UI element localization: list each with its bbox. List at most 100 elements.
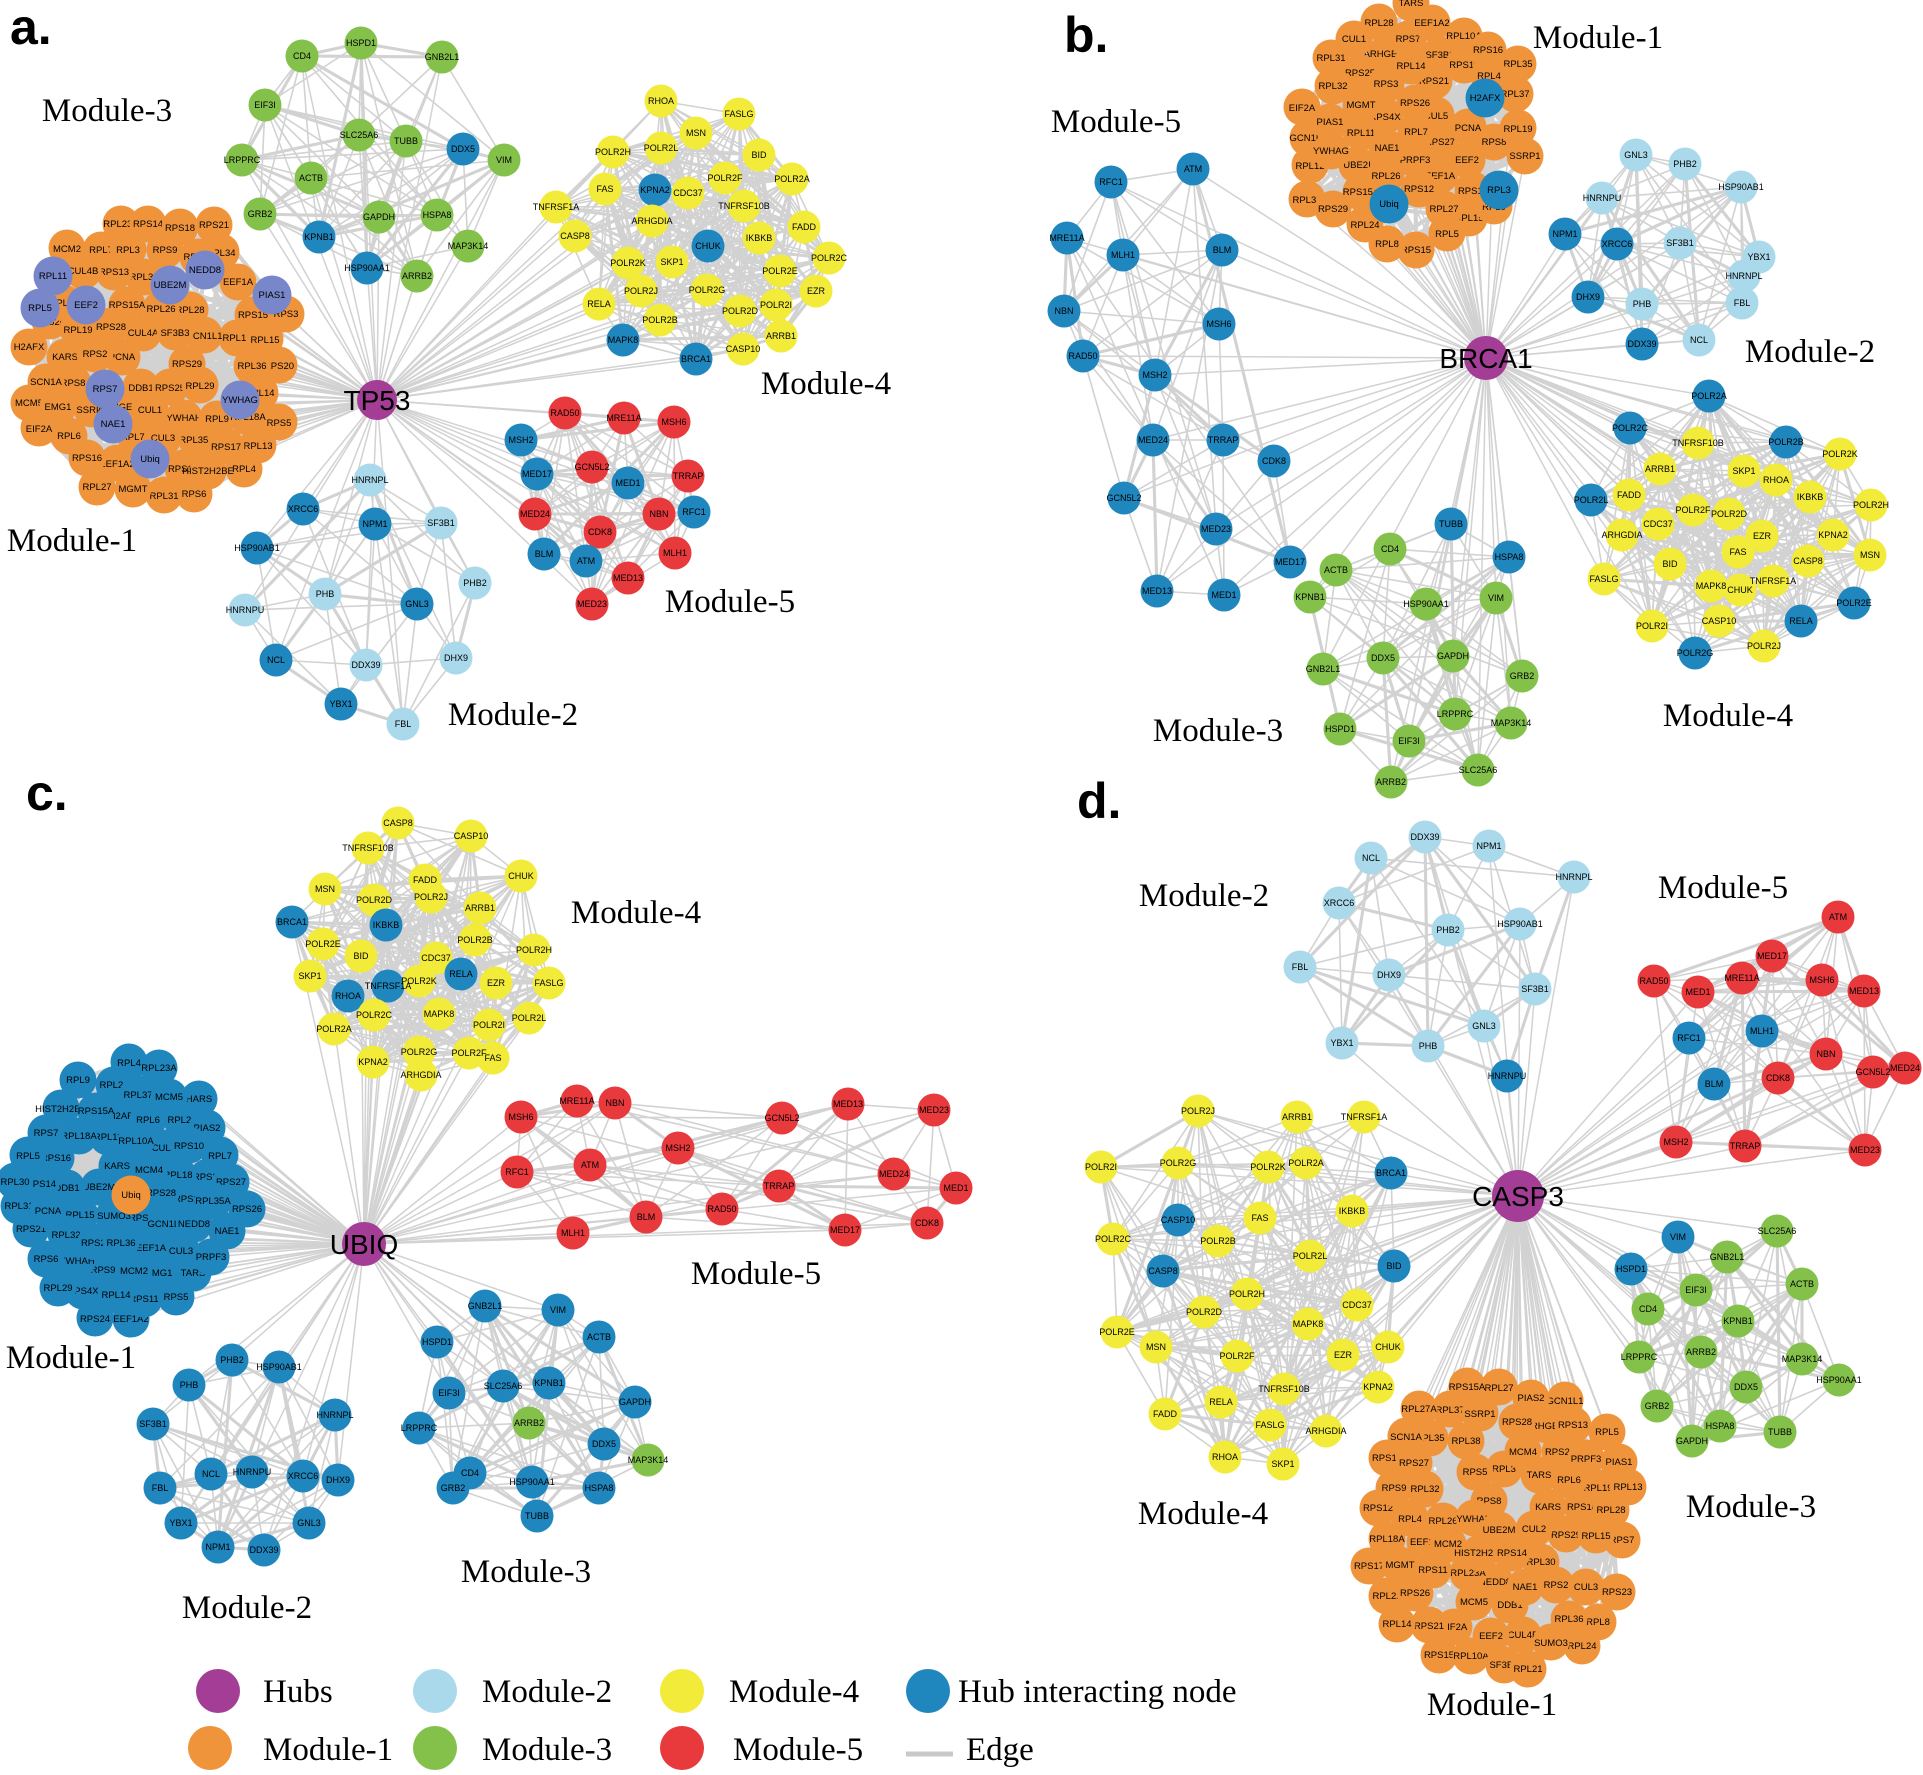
svg-text:HSPA8: HSPA8: [1706, 1421, 1735, 1431]
svg-text:RPS21: RPS21: [16, 1224, 46, 1235]
svg-text:NEDD8: NEDD8: [189, 265, 221, 276]
svg-text:GNB2L1: GNB2L1: [1710, 1252, 1745, 1262]
svg-text:RPL30: RPL30: [49, 298, 78, 309]
svg-text:HNRNPL: HNRNPL: [1555, 872, 1592, 882]
svg-text:RELA: RELA: [587, 299, 611, 309]
svg-text:ARRB2: ARRB2: [1686, 1347, 1716, 1357]
svg-text:RPS16: RPS16: [72, 453, 102, 464]
svg-text:POLR2L: POLR2L: [1293, 1251, 1328, 1261]
svg-text:SSRP1: SSRP1: [1464, 1409, 1495, 1420]
svg-text:LRPPRC: LRPPRC: [224, 155, 261, 165]
svg-text:NAE1: NAE1: [215, 1226, 240, 1237]
svg-text:RPL13: RPL13: [1613, 1482, 1642, 1493]
svg-text:d.: d.: [1077, 773, 1121, 829]
svg-text:CUL4A: CUL4A: [152, 1143, 183, 1154]
svg-text:MCM2: MCM2: [1434, 1539, 1462, 1550]
svg-text:RPL36: RPL36: [1554, 1614, 1583, 1625]
svg-text:Ubiq: Ubiq: [121, 1190, 141, 1201]
svg-text:PCNA: PCNA: [35, 1206, 62, 1217]
svg-text:PCNA: PCNA: [1455, 123, 1482, 134]
svg-text:RFC1: RFC1: [505, 1167, 529, 1177]
svg-text:RPL28: RPL28: [175, 305, 204, 316]
svg-text:POLR2K: POLR2K: [610, 258, 646, 268]
svg-text:RHOA: RHOA: [1763, 475, 1789, 485]
svg-text:POLR2A: POLR2A: [774, 174, 810, 184]
svg-text:POLR2G: POLR2G: [1677, 648, 1714, 658]
svg-text:Module-3: Module-3: [1686, 1489, 1816, 1525]
svg-text:POLR2F: POLR2F: [707, 173, 743, 183]
svg-text:RPS23: RPS23: [1602, 1587, 1632, 1598]
svg-text:c.: c.: [26, 765, 68, 821]
svg-text:FBL: FBL: [152, 1483, 169, 1493]
svg-text:GCN5L2: GCN5L2: [574, 462, 609, 472]
svg-text:DDX39: DDX39: [351, 660, 380, 670]
svg-text:RPS29: RPS29: [1318, 204, 1348, 215]
svg-text:Module-3: Module-3: [1153, 713, 1283, 749]
svg-text:ACTB: ACTB: [1790, 1279, 1814, 1289]
svg-text:MCM2: MCM2: [120, 1266, 148, 1277]
svg-text:IKBKB: IKBKB: [373, 920, 400, 930]
svg-text:BLM: BLM: [637, 1212, 656, 1222]
svg-text:RPS15: RPS15: [1424, 1650, 1454, 1661]
svg-text:HIST2H2BE: HIST2H2BE: [35, 1104, 87, 1115]
svg-text:RPS8: RPS8: [61, 378, 86, 389]
svg-text:RPL9: RPL9: [205, 414, 229, 425]
svg-text:CHUK: CHUK: [695, 241, 721, 251]
svg-text:BRCA1: BRCA1: [277, 917, 307, 927]
svg-text:MSH6: MSH6: [661, 417, 686, 427]
svg-text:RPL29: RPL29: [185, 381, 214, 392]
svg-text:NCL: NCL: [1690, 335, 1708, 345]
svg-text:TUBB: TUBB: [1439, 519, 1463, 529]
svg-text:SF3B1: SF3B1: [1521, 984, 1549, 994]
svg-text:POLR2B: POLR2B: [1200, 1236, 1236, 1246]
svg-text:RPL8: RPL8: [1375, 239, 1399, 250]
svg-text:PHB: PHB: [1419, 1041, 1438, 1051]
svg-text:CDC37: CDC37: [1342, 1300, 1372, 1310]
svg-text:TNFRSF10B: TNFRSF10B: [718, 201, 770, 211]
svg-text:CUL1: CUL1: [138, 405, 162, 416]
svg-text:Module-1: Module-1: [1533, 20, 1663, 56]
svg-text:EEF1A: EEF1A: [1410, 1537, 1441, 1548]
svg-text:MSN: MSN: [1860, 550, 1880, 560]
svg-text:RPS21: RPS21: [1414, 1621, 1444, 1632]
svg-text:POLR2D: POLR2D: [1711, 509, 1748, 519]
svg-text:FBL: FBL: [1292, 962, 1309, 972]
svg-text:MED1: MED1: [943, 1183, 968, 1193]
svg-text:MSH2: MSH2: [508, 435, 533, 445]
svg-text:PHB2: PHB2: [463, 578, 487, 588]
svg-text:TNFRSF1A: TNFRSF1A: [1341, 1112, 1388, 1122]
svg-text:MED1: MED1: [1685, 987, 1710, 997]
svg-text:SSRP1: SSRP1: [1509, 151, 1540, 162]
svg-text:MED23: MED23: [577, 599, 607, 609]
svg-text:RPL6: RPL6: [136, 1115, 160, 1126]
svg-text:GCN5L2: GCN5L2: [764, 1113, 799, 1123]
svg-text:RPL23: RPL23: [99, 1080, 128, 1091]
svg-text:DDX5: DDX5: [451, 144, 475, 154]
svg-text:RPS6: RPS6: [34, 1254, 59, 1265]
svg-text:RPS15A: RPS15A: [1343, 187, 1380, 198]
svg-text:NPM1: NPM1: [1552, 229, 1577, 239]
svg-text:CASP8: CASP8: [560, 231, 590, 241]
svg-text:RPL7: RPL7: [208, 1151, 232, 1162]
svg-text:RPS20: RPS20: [1545, 1447, 1575, 1458]
svg-text:MED23: MED23: [1850, 1145, 1880, 1155]
svg-text:POLR2B: POLR2B: [642, 315, 678, 325]
svg-text:RELA: RELA: [449, 969, 473, 979]
svg-text:PHB: PHB: [180, 1380, 199, 1390]
svg-text:SLC25A6: SLC25A6: [1459, 765, 1498, 775]
svg-text:CDC37: CDC37: [421, 953, 451, 963]
svg-text:EZR: EZR: [1753, 531, 1772, 541]
svg-text:EZR: EZR: [807, 286, 826, 296]
svg-text:CASP8: CASP8: [1148, 1266, 1178, 1276]
svg-text:DDB1: DDB1: [1497, 1600, 1522, 1611]
svg-text:MED17: MED17: [830, 1225, 860, 1235]
svg-text:RPS17: RPS17: [211, 442, 241, 453]
svg-text:POLR2A: POLR2A: [316, 1024, 352, 1034]
svg-text:GAPDH: GAPDH: [1437, 651, 1469, 661]
svg-text:FAS: FAS: [1729, 547, 1746, 557]
svg-text:KPNB1: KPNB1: [534, 1378, 564, 1388]
svg-text:ACTB: ACTB: [1324, 565, 1348, 575]
svg-text:RPL15: RPL15: [250, 335, 279, 346]
svg-text:GAPDH: GAPDH: [363, 212, 395, 222]
svg-text:RPS5: RPS5: [267, 418, 292, 429]
